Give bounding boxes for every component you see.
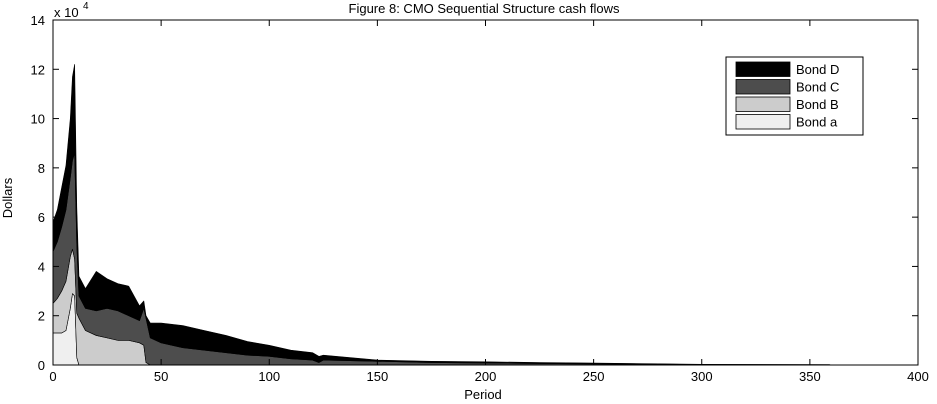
x-tick-label: 0 (49, 369, 56, 384)
x-tick-label: 400 (907, 369, 929, 384)
y-tick-label: 6 (38, 210, 45, 225)
y-multiplier-base: x 10 (54, 5, 79, 20)
y-axis-label: Dollars (0, 177, 15, 218)
y-multiplier-exponent: 4 (83, 1, 89, 12)
tick-marks: 0 50 100 150 200 250 300 350 400 0 2 4 6 8 10 12 14 (31, 13, 929, 384)
y-tick-label: 12 (31, 62, 45, 77)
legend-label-bond-d: Bond D (796, 62, 839, 77)
x-tick-label: 350 (799, 369, 821, 384)
legend-swatch-bond-c (735, 79, 791, 95)
y-tick-label: 8 (38, 161, 45, 176)
x-tick-label: 150 (367, 369, 389, 384)
y-multiplier: x 10 4 (54, 1, 89, 20)
x-tick-label: 100 (258, 369, 280, 384)
y-tick-label: 0 (38, 358, 45, 373)
legend-label-bond-b: Bond B (796, 97, 839, 112)
x-tick-label: 50 (154, 369, 168, 384)
legend-swatch-bond-a (735, 114, 791, 130)
y-tick-label: 10 (31, 112, 45, 127)
x-tick-label: 300 (691, 369, 713, 384)
y-tick-label: 14 (31, 13, 45, 28)
x-tick-label: 250 (583, 369, 605, 384)
y-tick-label: 4 (38, 259, 45, 274)
x-axis-label: Period (464, 387, 502, 402)
legend-swatch-bond-d (735, 61, 791, 77)
x-tick-label: 200 (475, 369, 497, 384)
legend: Bond D Bond C Bond B Bond a (725, 56, 864, 136)
legend-label-bond-a: Bond a (796, 115, 838, 130)
y-tick-label: 2 (38, 309, 45, 324)
legend-swatch-bond-b (735, 96, 791, 112)
legend-label-bond-c: Bond C (796, 80, 839, 95)
chart-title: Figure 8: CMO Sequential Structure cash … (349, 1, 620, 16)
